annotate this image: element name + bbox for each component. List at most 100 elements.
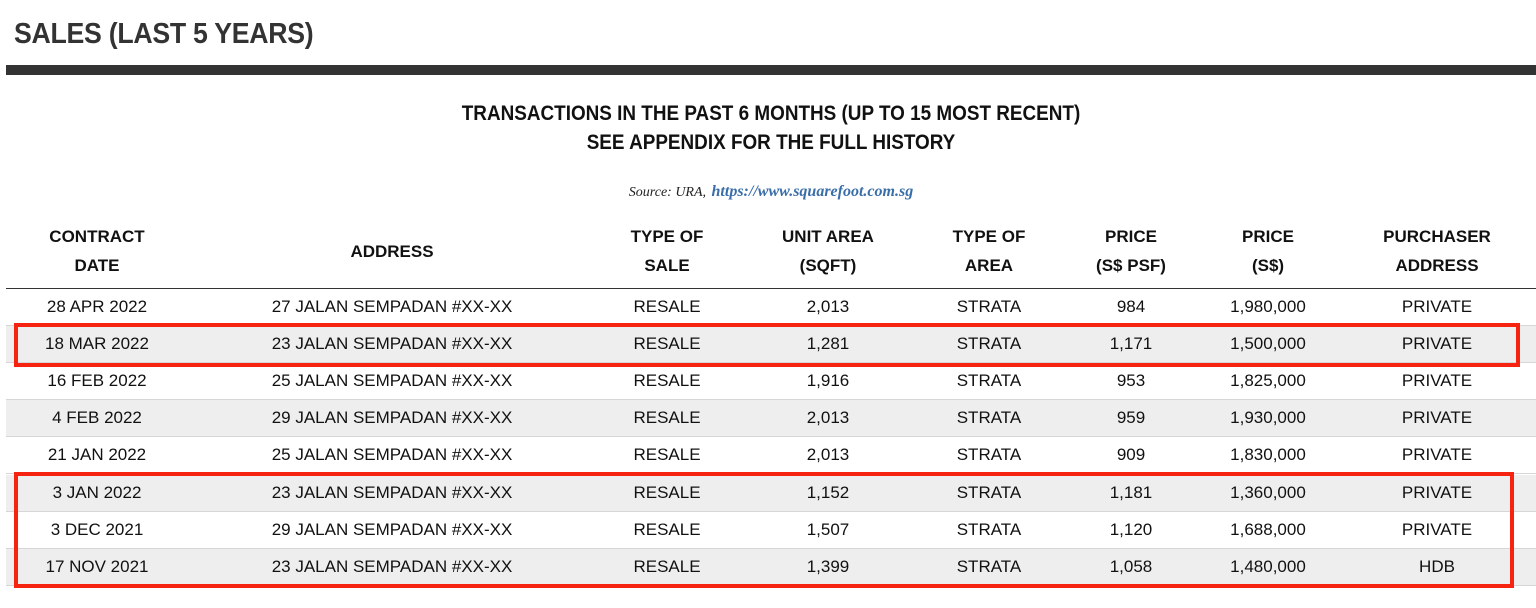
- cell-type-of-sale: RESALE: [633, 334, 701, 353]
- column-header-line: (S$): [1251, 256, 1285, 275]
- column-header-line: PRICE: [1242, 227, 1294, 246]
- cell-purchaser-address: PRIVATE: [1401, 445, 1473, 464]
- cell-type-of-sale: RESALE: [633, 445, 701, 464]
- cell-price: 1,830,000: [1230, 445, 1306, 464]
- cell-purchaser-address: PRIVATE: [1401, 371, 1473, 390]
- source-link[interactable]: https://www.squarefoot.com.sg: [711, 183, 914, 200]
- cell-type-of-area: STRATA: [956, 520, 1022, 539]
- cell-purchaser-address: PRIVATE: [1401, 483, 1473, 502]
- highlight-box: [14, 472, 1514, 588]
- cell-contract-date: 4 FEB 2022: [52, 408, 142, 427]
- cell-purchaser-address: PRIVATE: [1401, 334, 1473, 353]
- cell-type-of-sale: RESALE: [633, 371, 701, 390]
- cell-type-of-area: STRATA: [956, 334, 1022, 353]
- cell-type-of-sale: RESALE: [633, 557, 701, 576]
- table-row: 28 APR 2022 27 JALAN SEMPADAN #XX-XX RES…: [6, 289, 1536, 326]
- cell-price-psf: 1,181: [1109, 483, 1153, 502]
- cell-address: 27 JALAN SEMPADAN #XX-XX: [271, 297, 513, 316]
- section-subheading: SEE APPENDIX FOR THE FULL HISTORY: [586, 131, 956, 154]
- table-row: 21 JAN 2022 25 JALAN SEMPADAN #XX-XX RES…: [6, 437, 1536, 474]
- cell-contract-date: 18 MAR 2022: [45, 334, 149, 353]
- cell-type-of-area: STRATA: [956, 408, 1022, 427]
- cell-price-psf: 909: [1116, 445, 1146, 464]
- cell-address: 23 JALAN SEMPADAN #XX-XX: [271, 557, 513, 576]
- cell-type-of-sale: RESALE: [633, 520, 701, 539]
- cell-price-psf: 1,120: [1109, 520, 1153, 539]
- cell-address: 23 JALAN SEMPADAN #XX-XX: [271, 334, 513, 353]
- page-title: SALES (LAST 5 YEARS): [14, 18, 314, 50]
- cell-price: 1,825,000: [1230, 371, 1306, 390]
- cell-price-psf: 959: [1116, 408, 1146, 427]
- cell-contract-date: 17 NOV 2021: [45, 557, 149, 576]
- column-header-line: ADDRESS: [350, 241, 434, 261]
- column-header-line: TYPE OF: [952, 227, 1026, 246]
- cell-purchaser-address: PRIVATE: [1401, 520, 1473, 539]
- cell-unit-area: 2,013: [806, 445, 850, 464]
- cell-contract-date: 28 APR 2022: [46, 297, 148, 316]
- column-header-type-of-sale[interactable]: TYPE OF SALE: [596, 222, 738, 280]
- cell-price: 1,480,000: [1230, 557, 1306, 576]
- cell-contract-date: 3 JAN 2022: [52, 483, 142, 502]
- cell-address: 25 JALAN SEMPADAN #XX-XX: [271, 371, 513, 390]
- cell-price: 1,980,000: [1230, 297, 1306, 316]
- column-header-line: DATE: [74, 256, 120, 275]
- table-row: 3 DEC 2021 29 JALAN SEMPADAN #XX-XX RESA…: [6, 512, 1536, 549]
- cell-contract-date: 3 DEC 2021: [50, 520, 144, 539]
- column-header-price-psf[interactable]: PRICE (S$ PSF): [1060, 222, 1202, 280]
- column-header-line: UNIT AREA: [782, 227, 874, 246]
- column-header-line: TYPE OF: [630, 227, 704, 246]
- cell-price: 1,500,000: [1230, 334, 1306, 353]
- column-header-line: ADDRESS: [1395, 256, 1479, 275]
- cell-unit-area: 1,281: [806, 334, 850, 353]
- highlight-box: [14, 323, 1520, 367]
- cell-unit-area: 1,507: [806, 520, 850, 539]
- cell-type-of-area: STRATA: [956, 371, 1022, 390]
- column-header-unit-area[interactable]: UNIT AREA (SQFT): [738, 222, 918, 280]
- table-row: 16 FEB 2022 25 JALAN SEMPADAN #XX-XX RES…: [6, 363, 1536, 400]
- column-header-line: AREA: [964, 256, 1014, 275]
- column-header-line: (SQFT): [799, 256, 857, 275]
- cell-unit-area: 1,399: [806, 557, 850, 576]
- source-note: Source: URA, https://www.squarefoot.com.…: [0, 183, 1536, 201]
- cell-type-of-area: STRATA: [956, 557, 1022, 576]
- cell-price: 1,688,000: [1230, 520, 1306, 539]
- cell-price-psf: 1,058: [1109, 557, 1153, 576]
- column-header-purchaser-address[interactable]: PURCHASER ADDRESS: [1334, 222, 1536, 280]
- column-header-type-of-area[interactable]: TYPE OF AREA: [918, 222, 1060, 280]
- cell-price: 1,360,000: [1230, 483, 1306, 502]
- cell-address: 25 JALAN SEMPADAN #XX-XX: [271, 445, 513, 464]
- column-header-line: PRICE: [1105, 227, 1157, 246]
- cell-price-psf: 1,171: [1109, 334, 1153, 353]
- column-header-line: CONTRACT: [49, 227, 145, 246]
- cell-type-of-sale: RESALE: [633, 483, 701, 502]
- cell-price: 1,930,000: [1230, 408, 1306, 427]
- table-row: 4 FEB 2022 29 JALAN SEMPADAN #XX-XX RESA…: [6, 400, 1536, 437]
- cell-contract-date: 21 JAN 2022: [47, 445, 147, 464]
- column-header-contract-date[interactable]: CONTRACT DATE: [6, 222, 188, 280]
- cell-purchaser-address: PRIVATE: [1401, 408, 1473, 427]
- table-row: 18 MAR 2022 23 JALAN SEMPADAN #XX-XX RES…: [6, 326, 1536, 363]
- cell-unit-area: 1,916: [806, 371, 850, 390]
- cell-price-psf: 984: [1116, 297, 1146, 316]
- cell-type-of-area: STRATA: [956, 445, 1022, 464]
- section-heading: TRANSACTIONS IN THE PAST 6 MONTHS (UP TO…: [461, 102, 1081, 125]
- header-divider: [6, 288, 1536, 289]
- cell-purchaser-address: PRIVATE: [1401, 297, 1473, 316]
- column-header-price[interactable]: PRICE (S$): [1202, 222, 1334, 280]
- cell-type-of-sale: RESALE: [633, 408, 701, 427]
- table-row: 3 JAN 2022 23 JALAN SEMPADAN #XX-XX RESA…: [6, 475, 1536, 512]
- cell-contract-date: 16 FEB 2022: [47, 371, 147, 390]
- cell-address: 23 JALAN SEMPADAN #XX-XX: [271, 483, 513, 502]
- cell-type-of-area: STRATA: [956, 297, 1022, 316]
- column-header-line: SALE: [644, 256, 690, 275]
- title-divider-bar: [6, 65, 1536, 75]
- cell-purchaser-address: HDB: [1419, 557, 1455, 576]
- cell-unit-area: 1,152: [806, 483, 850, 502]
- column-header-line: (S$ PSF): [1096, 256, 1166, 275]
- column-header-line: PURCHASER: [1383, 227, 1491, 246]
- source-label: Source: URA,: [628, 185, 707, 200]
- cell-address: 29 JALAN SEMPADAN #XX-XX: [271, 520, 513, 539]
- cell-unit-area: 2,013: [806, 297, 850, 316]
- column-header-address[interactable]: ADDRESS: [188, 222, 596, 280]
- cell-price-psf: 953: [1116, 371, 1146, 390]
